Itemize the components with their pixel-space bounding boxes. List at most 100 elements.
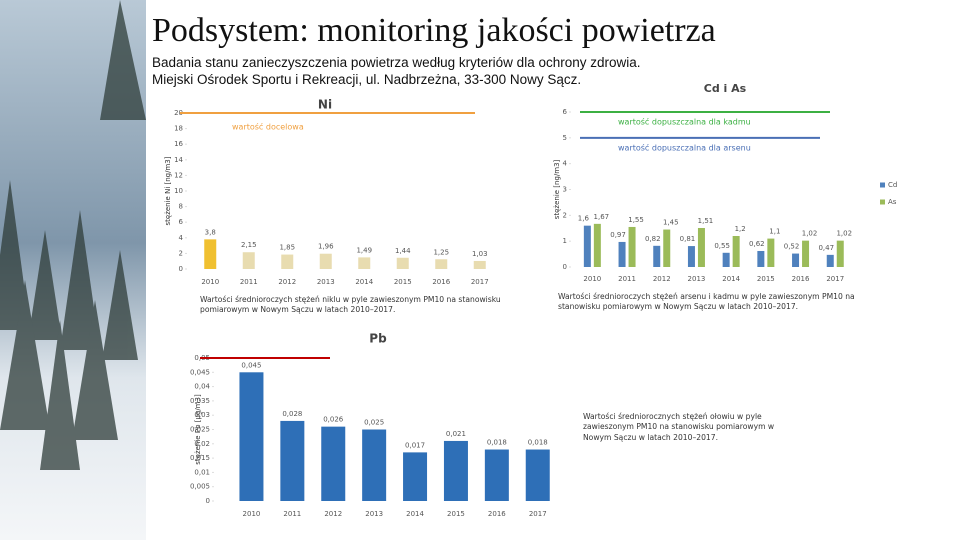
x-tick-label: 2014: [722, 275, 740, 283]
y-tick-label: 4: [563, 160, 568, 168]
x-tick-label: 2010: [243, 510, 261, 518]
bar: [443, 440, 468, 501]
y-tick-label: 0: [206, 497, 210, 505]
reference-label: wartość docelowa: [232, 122, 304, 132]
bar: [697, 227, 705, 267]
x-tick-label: 2011: [283, 510, 301, 518]
x-tick-label: 2015: [757, 275, 775, 283]
value-label: 0,028: [282, 410, 302, 418]
bar: [204, 239, 217, 269]
bar: [358, 257, 371, 269]
value-label: 1,51: [698, 217, 714, 225]
x-tick-label: 2010: [583, 275, 601, 283]
value-label: 1,25: [433, 248, 449, 256]
caption: Wartości średniorocznych stężeń ołowiu w…: [583, 412, 775, 442]
bar: [593, 223, 601, 267]
y-axis-label: stężenie Pb [µg/m3]: [194, 394, 202, 465]
value-label: 0,045: [241, 361, 261, 369]
chart-title: Ni: [318, 98, 332, 112]
subtitle: Badania stanu zanieczyszczenia powietrza…: [152, 55, 641, 70]
bar: [663, 229, 671, 267]
y-tick-label: 0,03: [194, 411, 210, 419]
value-label: 1,45: [663, 219, 679, 227]
x-tick-label: 2015: [394, 278, 412, 286]
value-label: 2,15: [241, 241, 257, 249]
bar: [239, 372, 264, 501]
value-label: 1,02: [802, 230, 818, 238]
value-label: 1,96: [318, 243, 334, 251]
bar: [319, 253, 332, 269]
y-axis-label: stężenie [ng/m3]: [553, 159, 561, 219]
x-tick-label: 2016: [488, 510, 506, 518]
x-tick-label: 2017: [529, 510, 547, 518]
bar: [687, 246, 695, 267]
bar: [281, 254, 294, 269]
value-label: 1,02: [836, 230, 852, 238]
bar: [280, 420, 305, 501]
y-tick-label: 5: [563, 134, 567, 142]
bar: [321, 426, 346, 501]
bar: [396, 257, 409, 269]
y-tick-label: 0: [563, 263, 567, 271]
y-tick-label: 0,025: [190, 426, 210, 434]
y-tick-label: 12: [174, 171, 183, 179]
y-tick-label: 0,02: [194, 440, 210, 448]
x-tick-label: 2015: [447, 510, 465, 518]
x-tick-label: 2013: [317, 278, 335, 286]
trees: [0, 0, 146, 470]
y-tick-label: 18: [174, 125, 183, 133]
bar: [618, 241, 626, 267]
subtitle: Miejski Ośrodek Sportu i Rekreacji, ul. …: [152, 72, 582, 87]
value-label: 0,018: [487, 439, 507, 447]
value-label: 1,03: [472, 250, 488, 258]
value-label: 0,55: [714, 242, 730, 250]
bar: [757, 250, 765, 267]
bar: [836, 240, 844, 267]
legend-swatch: [880, 182, 885, 188]
reference-label: wartość dopuszczalna dla arsenu: [618, 143, 751, 153]
value-label: 0,47: [818, 244, 834, 252]
bar: [435, 259, 448, 269]
y-tick-label: 14: [174, 156, 183, 164]
y-tick-label: 16: [174, 140, 183, 148]
legend-label: As: [888, 198, 897, 206]
value-label: 1,85: [279, 244, 295, 252]
y-tick-label: 6: [563, 108, 568, 116]
y-tick-label: 0,045: [190, 368, 210, 376]
value-label: 0,62: [749, 240, 765, 248]
value-label: 1,67: [594, 213, 610, 221]
x-tick-label: 2014: [406, 510, 424, 518]
value-label: 0,017: [405, 441, 425, 449]
value-label: 0,81: [680, 235, 696, 243]
x-tick-label: 2012: [278, 278, 296, 286]
x-tick-label: 2013: [688, 275, 706, 283]
bar: [362, 429, 387, 501]
bar: [792, 253, 800, 267]
value-label: 1,1: [769, 228, 780, 236]
y-tick-label: 0,005: [190, 483, 210, 491]
caption: Wartości średnioroczych stężeń arsenu i …: [558, 292, 855, 312]
bar: [732, 236, 740, 267]
value-label: 0,026: [323, 416, 344, 424]
value-label: 1,44: [395, 247, 411, 255]
bar: [242, 252, 255, 269]
y-tick-label: 2: [179, 249, 183, 257]
x-tick-label: 2012: [324, 510, 342, 518]
y-tick-label: 20: [174, 109, 183, 117]
value-label: 0,025: [364, 419, 384, 427]
y-tick-label: 8: [179, 203, 183, 211]
value-label: 1,6: [578, 215, 590, 223]
y-tick-label: 6: [179, 218, 184, 226]
bar: [826, 254, 834, 267]
bar: [583, 225, 591, 267]
caption: Wartości średnioroczych stężeń niklu w p…: [200, 295, 501, 315]
bar: [722, 252, 730, 267]
bar: [802, 240, 810, 267]
x-tick-label: 2016: [792, 275, 810, 283]
value-label: 0,021: [446, 430, 466, 438]
value-label: 0,52: [784, 243, 800, 251]
y-tick-label: 10: [174, 187, 183, 195]
x-tick-label: 2011: [618, 275, 636, 283]
y-tick-label: 0,01: [194, 468, 210, 476]
